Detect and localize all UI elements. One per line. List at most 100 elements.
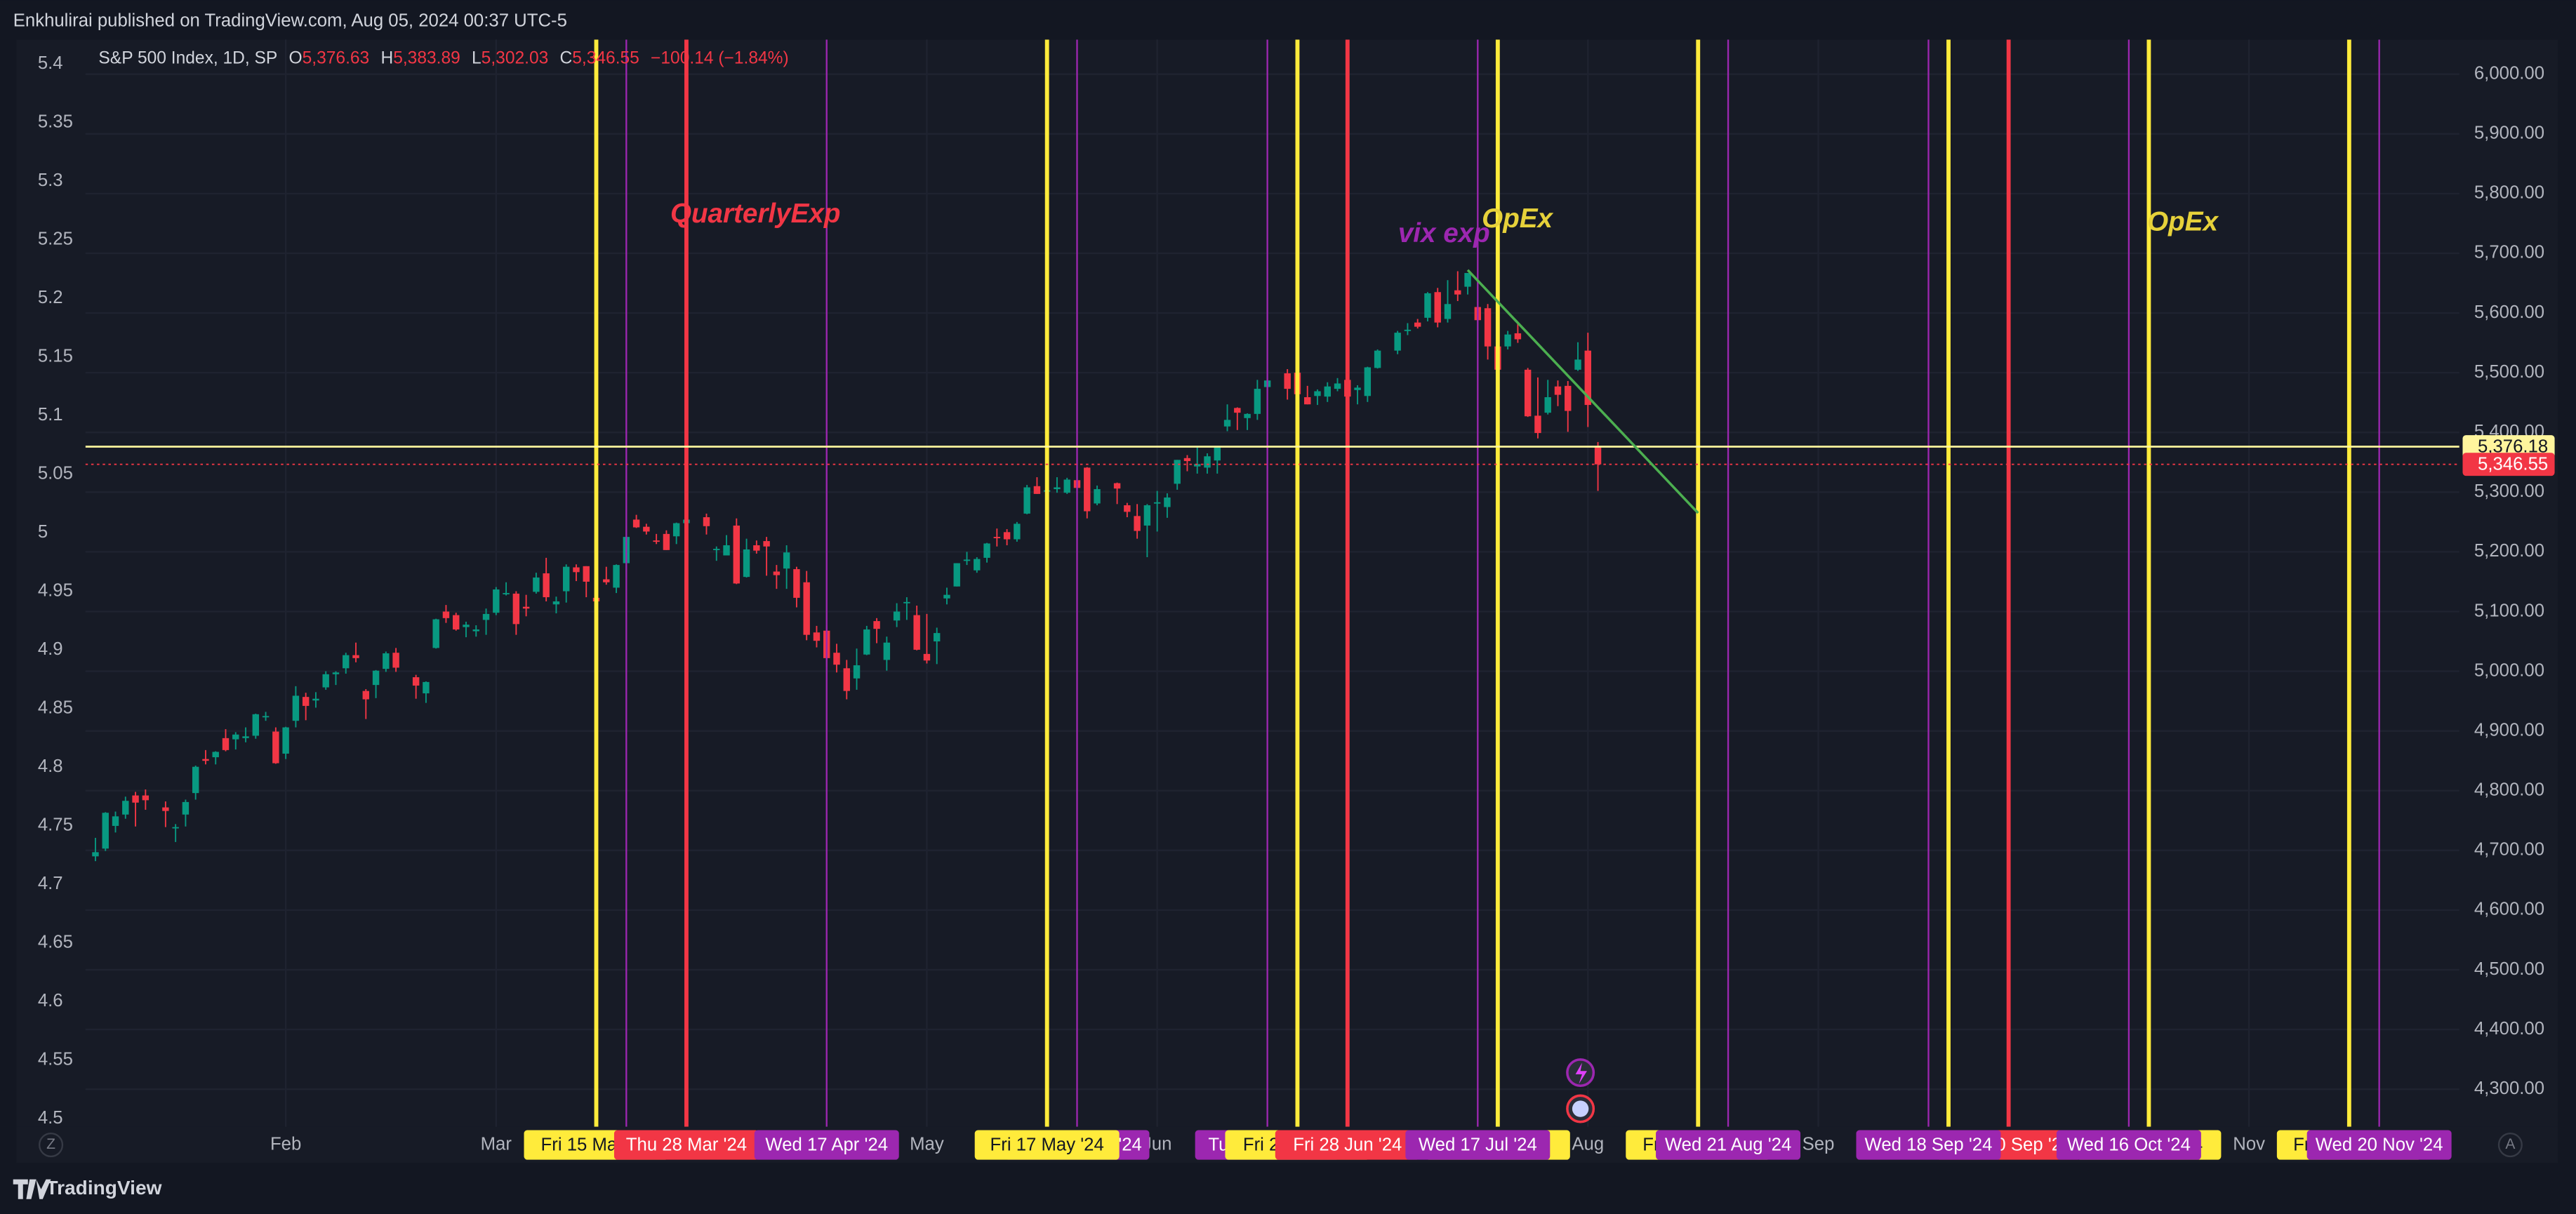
legend-key: H: [380, 49, 393, 68]
x-tick-label: Mar: [481, 1134, 512, 1154]
candle-body: [813, 632, 821, 641]
candle-body: [1314, 391, 1321, 396]
scale-button[interactable]: [39, 1132, 64, 1158]
candle-body: [1113, 483, 1121, 489]
event-label: Wed 17 Jul '24: [1419, 1135, 1537, 1155]
candle-body: [1554, 386, 1562, 395]
y-tick-label: 5,300.00: [2474, 481, 2544, 501]
candle-body: [993, 537, 1001, 538]
candle-body: [132, 795, 139, 803]
candle-body: [763, 541, 770, 547]
event-label-box: [2056, 1130, 2201, 1160]
event-label-box: [754, 1130, 899, 1160]
candle-body: [1014, 523, 1021, 540]
price-label: 5,346.55: [2478, 455, 2548, 474]
y2-tick-label: 4.75: [38, 815, 73, 834]
candle-body: [1084, 467, 1091, 512]
candle-body: [1033, 486, 1041, 494]
candle-body: [1434, 292, 1441, 323]
candle-body: [463, 625, 470, 627]
event-label: Wed 16 Oct '24: [2067, 1135, 2191, 1155]
y2-tick-label: 4.95: [38, 581, 73, 601]
candle-body: [1334, 383, 1341, 389]
event-icons: [1566, 1058, 1595, 1123]
scale-button[interactable]: [2497, 1132, 2523, 1158]
candle-body: [672, 523, 680, 537]
y2-tick-label: 5: [38, 522, 48, 542]
y-tick-label: 5,100.00: [2474, 601, 2544, 620]
candle-body: [1484, 308, 1492, 347]
event-label-box: [613, 1130, 759, 1160]
candle-body: [943, 594, 950, 599]
candle-body: [332, 672, 340, 674]
y-tick-label: 5,000.00: [2474, 660, 2544, 680]
event-label-box: [1856, 1130, 2001, 1160]
candle-body: [142, 795, 150, 801]
legend-value: 5,346.55: [572, 49, 639, 68]
candle-body: [1594, 446, 1602, 465]
candle-body: [202, 759, 209, 761]
candle-body: [1223, 420, 1231, 427]
candle-body: [893, 611, 901, 621]
y2-tick-label: 5.35: [38, 112, 73, 132]
x-tick-label: Sep: [1802, 1134, 1835, 1154]
legend-symbol: S&P 500 Index, 1D, SP: [98, 49, 277, 68]
legend-value: 5,383.89: [393, 49, 460, 68]
candle-body: [1324, 386, 1331, 397]
candle-body: [112, 816, 119, 826]
candle-body: [1544, 397, 1551, 413]
candle-body: [1284, 373, 1291, 389]
candle-body: [1153, 502, 1161, 504]
candle-body: [933, 633, 941, 642]
candle-body: [412, 677, 420, 686]
y2-tick-label: 5.4: [38, 53, 63, 73]
event-label: Wed 21 Aug '24: [1665, 1135, 1791, 1155]
candle-body: [1124, 505, 1131, 512]
annotation: OpEx: [1482, 204, 1553, 234]
event-label-box: [974, 1130, 1120, 1160]
x-tick-label: Aug: [1572, 1134, 1604, 1154]
candle-body: [482, 613, 490, 620]
candle-body: [983, 543, 990, 558]
candle-body: [392, 653, 399, 668]
candle-body: [1134, 516, 1141, 531]
candle-body: [703, 517, 710, 526]
candle-body: [1444, 304, 1452, 319]
candle-body: [1504, 334, 1511, 347]
candle-body: [1464, 273, 1471, 287]
candle-body: [343, 655, 350, 669]
candle-body: [1143, 505, 1151, 526]
candle-body: [913, 615, 920, 650]
candle-body: [512, 593, 520, 625]
candle-body: [1565, 385, 1572, 411]
candle-body: [552, 601, 560, 605]
candle-body: [122, 801, 129, 815]
candle-body: [632, 519, 640, 528]
candle-body: [453, 615, 460, 630]
candle-body: [743, 549, 750, 578]
candle-body: [322, 674, 329, 688]
trend-line: [1466, 269, 1699, 514]
candle-body: [773, 571, 781, 575]
y2-tick-label: 5.15: [38, 347, 73, 366]
y2-tick-label: 4.6: [38, 991, 63, 1010]
candle-body: [232, 734, 239, 740]
candle-body: [1354, 387, 1361, 390]
candle-body: [162, 807, 169, 811]
candle-body: [1183, 458, 1191, 462]
y-tick-label: 4,800.00: [2474, 780, 2544, 800]
candle-body: [362, 691, 369, 700]
y-tick-label: 4,600.00: [2474, 900, 2544, 919]
candle-body: [503, 593, 510, 594]
y-tick-label: 5,700.00: [2474, 243, 2544, 262]
event-label-box: [2306, 1130, 2452, 1160]
y2-tick-label: 4.85: [38, 698, 73, 718]
candle-body: [312, 698, 319, 701]
candle-body: [1394, 333, 1401, 351]
candle-body: [372, 670, 380, 686]
candle-body: [1063, 479, 1070, 493]
candle-body: [442, 611, 450, 618]
candle-body: [222, 738, 230, 750]
